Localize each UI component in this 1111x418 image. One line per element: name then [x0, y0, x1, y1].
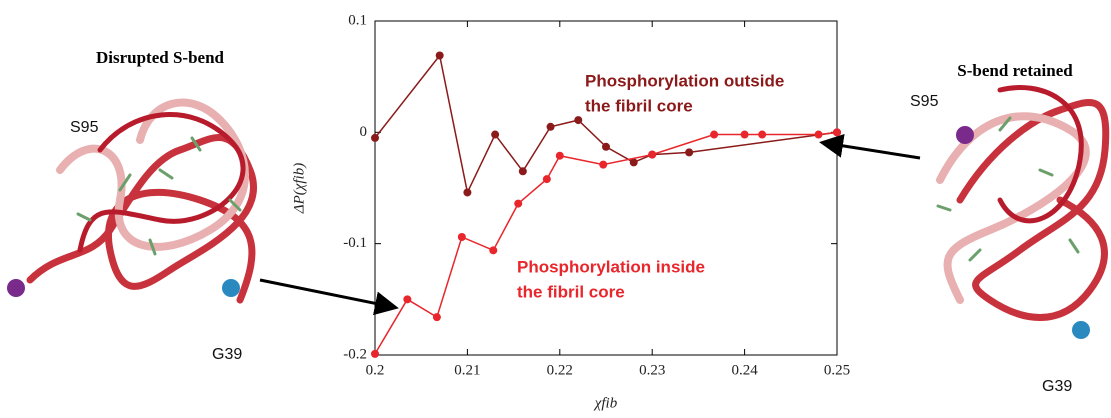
annotation: Phosphorylation inside — [517, 257, 705, 276]
data-point — [463, 188, 472, 197]
y-tick-label: 0.1 — [348, 12, 367, 28]
x-tick-label: 0.25 — [824, 362, 850, 378]
data-point — [457, 232, 466, 241]
y-axis-label: ΔP(χfib) — [291, 163, 307, 214]
x-tick-label: 0.23 — [639, 362, 665, 378]
data-point — [555, 151, 564, 160]
x-tick-label: 0.2 — [366, 362, 385, 378]
data-point — [629, 158, 638, 167]
data-point — [599, 160, 608, 169]
data-point — [542, 175, 551, 184]
data-point — [514, 199, 523, 208]
series-line — [374, 53, 838, 195]
annotation: Phosphorylation outside — [585, 71, 784, 90]
data-point — [602, 142, 610, 151]
annotation: the fibril core — [585, 96, 693, 115]
data-point — [685, 148, 694, 157]
y-tick-label: -0.2 — [343, 346, 367, 362]
x-axis-label: χfib — [593, 395, 618, 411]
x-tick-label: 0.22 — [547, 362, 573, 378]
data-point — [833, 128, 841, 137]
y-tick-label: 0 — [360, 124, 368, 140]
data-point — [371, 349, 379, 358]
data-point — [403, 295, 412, 304]
residue-label: G39 — [212, 346, 242, 363]
data-point — [518, 167, 527, 176]
data-point — [648, 150, 657, 159]
data-point — [491, 130, 500, 139]
data-point — [432, 313, 441, 322]
protein-left — [7, 98, 257, 304]
residue-label: G39 — [1042, 378, 1072, 395]
residue-label: S95 — [910, 93, 939, 110]
plot-frame — [374, 20, 838, 356]
x-tick-label: 0.21 — [454, 362, 480, 378]
arrow — [819, 133, 921, 160]
annotation: the fibril core — [517, 282, 625, 301]
panel-title: Disrupted S-bend — [96, 48, 225, 67]
data-point — [740, 130, 749, 139]
plot: -0.2 -0.1 0 0.1 0.2 0.21 0.22 0.23 0.24 0.25 χfib Δ… — [291, 12, 850, 411]
y-tick-label: -0.1 — [343, 235, 367, 251]
protein-right — [936, 85, 1110, 339]
data-point — [371, 133, 379, 142]
panel-title: S-bend retained — [957, 61, 1073, 80]
arrow — [259, 278, 399, 316]
x-tick-label: 0.24 — [731, 362, 758, 378]
data-point — [574, 116, 583, 125]
data-point — [489, 246, 498, 255]
data-point — [710, 130, 719, 139]
data-point — [546, 122, 555, 131]
data-point — [435, 51, 444, 60]
residue-label: S95 — [70, 119, 99, 136]
data-point — [758, 130, 767, 139]
data-point — [814, 130, 823, 139]
